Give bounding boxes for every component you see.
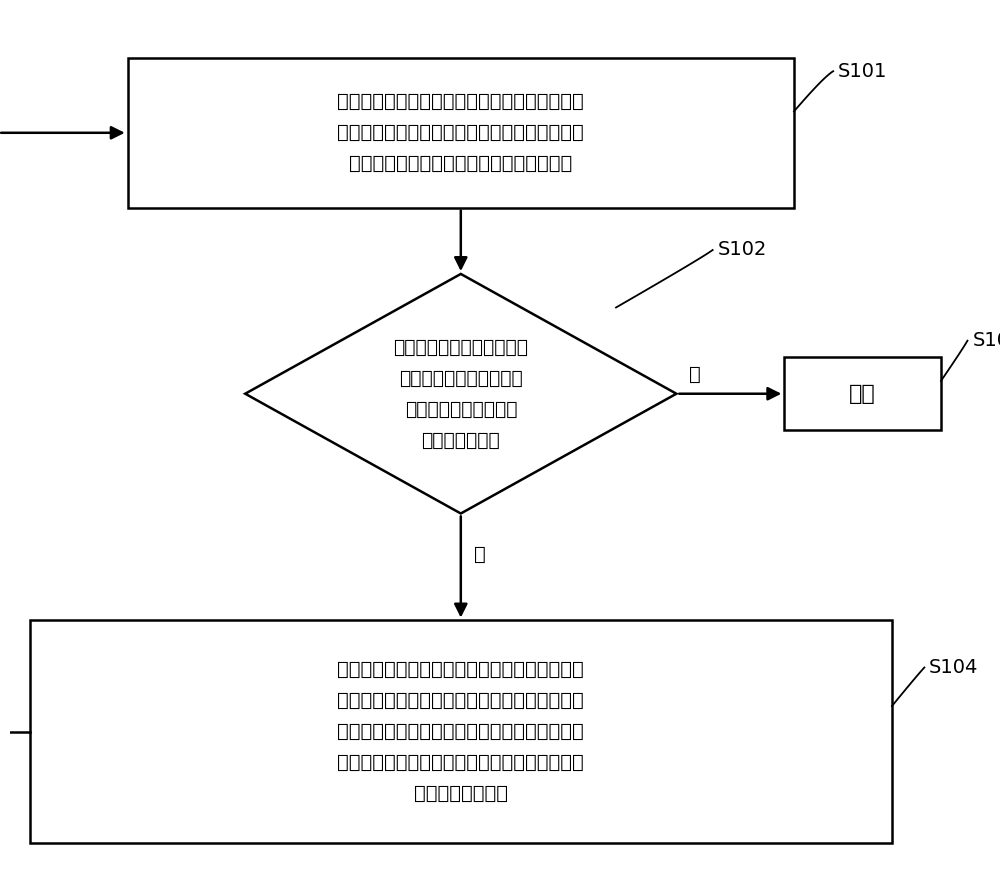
Bar xyxy=(30,621,892,843)
Text: S102: S102 xyxy=(718,240,767,259)
Text: 按照预设的比例增加幅度在总客户信息样本中增
加与模型分析错误的客户信息样本属于同一类型
的客户信息样本的比重，并按照预设的比例减少
幅度在总客户信息样本中减少模: 按照预设的比例增加幅度在总客户信息样本中增 加与模型分析错误的客户信息样本属于同… xyxy=(337,660,584,803)
Text: 是: 是 xyxy=(689,366,701,384)
Text: S104: S104 xyxy=(929,658,979,677)
Polygon shape xyxy=(245,274,676,513)
Text: S101: S101 xyxy=(838,62,887,80)
Text: 结束: 结束 xyxy=(849,384,876,403)
Text: 在训练一种预先确定的模型过程中，每训练一次
后，将各个客户信息样本分别输入当前训练的模
型中以确定出模型分析错误的客户信息样本: 在训练一种预先确定的模型过程中，每训练一次 后，将各个客户信息样本分别输入当前训… xyxy=(337,93,584,173)
Bar xyxy=(784,357,941,430)
Bar xyxy=(128,58,794,208)
Text: 否: 否 xyxy=(474,545,485,564)
Text: 计算出模型分析错误的客户
信息样本数量占所有客户
信息样本数量的比例是
否小于预设阈值: 计算出模型分析错误的客户 信息样本数量占所有客户 信息样本数量的比例是 否小于预… xyxy=(393,338,528,450)
Text: S103: S103 xyxy=(972,331,1000,350)
